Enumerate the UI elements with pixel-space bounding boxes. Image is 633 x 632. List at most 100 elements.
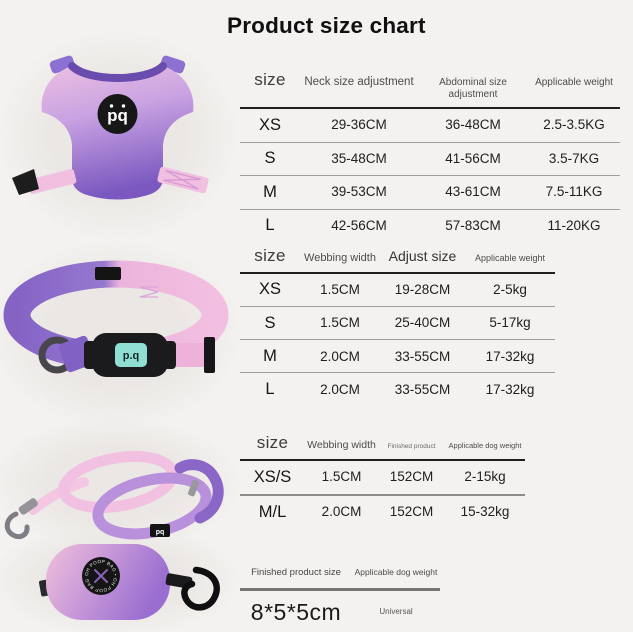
size-label: XS: [258, 115, 281, 134]
harness-body: pq: [12, 55, 209, 200]
column-header: Webbing width: [307, 439, 376, 451]
size-label: L: [265, 216, 275, 235]
size-value: 2.0CM: [320, 348, 360, 364]
size-value: 1.5CM: [320, 315, 360, 331]
leash-logo-tag: pq: [150, 524, 170, 537]
size-label: XS: [258, 280, 281, 299]
size-value: 39-53CM: [331, 184, 387, 200]
size-value: 19-28CM: [394, 281, 451, 297]
size-label: S: [264, 313, 276, 332]
poop-bag-carabiner: [181, 566, 220, 611]
size-label: M: [263, 182, 277, 201]
harness-left-strap: [27, 169, 77, 194]
poop-bag-size-table: Finished product size Applicable dog weig…: [240, 560, 440, 632]
size-value: 17-32kg: [485, 348, 535, 364]
collar-right-strap: [176, 343, 208, 367]
size-value: 1.5CM: [320, 281, 360, 297]
poop-bag-holder-image: OH POOP BAG • OH POOP BAG •: [0, 528, 220, 620]
collar-size-table: size Webbing width Adjust size Applicable w…: [240, 235, 555, 406]
size-value: 25-40CM: [394, 315, 451, 331]
leash-tag-text: pq: [156, 529, 165, 536]
table-header-row: Finished product size Applicable dog weig…: [240, 560, 440, 591]
table-row: M/L 2.0CM 152CM 15-32kg: [240, 493, 525, 529]
column-header: Applicable dog weight: [354, 567, 438, 577]
table-header-row: size Webbing width Adjust size Applicable w…: [240, 235, 555, 274]
size-label: XS/S: [253, 467, 292, 486]
collar-logo-plate: [115, 343, 147, 367]
column-header: Adjust size: [388, 248, 457, 264]
size-value: 11-20KG: [547, 217, 601, 233]
dog-collar-image: p.q: [3, 260, 229, 377]
page-title: Product size chart: [227, 13, 426, 38]
harness-buckle: [12, 169, 39, 195]
leash-lead-section: [28, 477, 89, 515]
table-row: M 2.0CM 33-55CM 17-32kg: [240, 339, 555, 372]
size-value: 152CM: [389, 469, 434, 485]
size-value: 43-61CM: [445, 184, 501, 200]
table-row: S 1.5CM 25-40CM 5-17kg: [240, 305, 555, 339]
size-label: M: [263, 346, 277, 365]
table-row: 8*5*5cm Universal: [240, 591, 440, 632]
column-header: Applicable dog weight: [448, 441, 522, 450]
size-label: M/L: [258, 502, 287, 521]
size-value: 1.5CM: [321, 469, 362, 485]
size-value: 57-83CM: [445, 217, 501, 233]
size-value: 152CM: [389, 504, 434, 520]
harness-logo-text: pq: [107, 106, 128, 125]
dog-harness-image: pq: [12, 55, 209, 200]
leash-size-table: size Webbing width Finished product Applica…: [240, 423, 525, 529]
column-header: Applicable weight: [474, 253, 546, 263]
size-value: 29-36CM: [331, 117, 387, 133]
column-header: Finished product size: [251, 567, 341, 578]
collar-stitching: [139, 286, 159, 298]
size-value: 3.5-7KG: [548, 150, 600, 166]
table-header-row: size Webbing width Finished product Applica…: [240, 423, 525, 461]
column-header: size: [256, 433, 289, 452]
table-row: L 42-56CM 57-83CM 11-20KG: [240, 208, 620, 243]
leash-clasp: [4, 498, 38, 540]
table-row: XS/S 1.5CM 152CM 2-15kg: [240, 461, 525, 494]
size-value: 36-48CM: [445, 117, 501, 133]
table-header-row: size Neck size adjustment Abdominal size a…: [240, 57, 620, 109]
collar-buckle: p.q: [84, 333, 176, 377]
dog-leash-image: pq: [4, 451, 224, 540]
column-header: size: [254, 70, 286, 89]
size-value: 15-32kg: [460, 504, 510, 520]
size-value: 7.5-11KG: [545, 184, 603, 200]
harness-size-table: size Neck size adjustment Abdominal size a…: [240, 57, 620, 242]
leash-purple-handle: [174, 459, 224, 524]
size-value: 33-55CM: [394, 381, 451, 397]
harness-right-strap: [157, 166, 209, 194]
size-value: 35-48CM: [331, 150, 387, 166]
table-row: XS 29-36CM 36-48CM 2.5-3.5KG: [240, 109, 620, 142]
size-value: 33-55CM: [394, 348, 451, 364]
size-value: Universal: [379, 607, 413, 617]
column-header: size: [254, 246, 286, 265]
collar-slider: [204, 337, 215, 373]
table-row: L 2.0CM 33-55CM 17-32kg: [240, 372, 555, 405]
column-header: Applicable weight: [535, 77, 613, 88]
table-row: S 35-48CM 41-56CM 3.5-7KG: [240, 141, 620, 176]
size-value: 42-56CM: [331, 217, 387, 233]
harness-logo-badge: pq: [97, 94, 138, 134]
size-value: 17-32kg: [485, 381, 535, 397]
collar-logo-text: p.q: [123, 350, 140, 362]
column-header: Finished product: [387, 443, 436, 450]
leash-pink-loop: [58, 451, 178, 513]
size-value: 5-17kg: [489, 315, 531, 331]
poop-bag-opening-slit: [94, 569, 108, 583]
size-value: 2.0CM: [321, 504, 362, 520]
harness-neck-trim: [68, 62, 167, 82]
size-value: 2.0CM: [320, 381, 360, 397]
column-header: Neck size adjustment: [304, 76, 414, 88]
size-label: S: [264, 149, 276, 168]
size-value: 2.5-3.5KG: [543, 117, 605, 133]
table-row: XS 1.5CM 19-28CM 2-5kg: [240, 274, 555, 306]
collar-top-clip: [95, 267, 121, 280]
size-value: 2-5kg: [493, 281, 527, 297]
leash-slider: [188, 480, 199, 497]
column-header: Abdominal size adjustment: [439, 77, 507, 100]
column-header: Webbing width: [304, 252, 376, 264]
size-value: 41-56CM: [445, 150, 501, 166]
